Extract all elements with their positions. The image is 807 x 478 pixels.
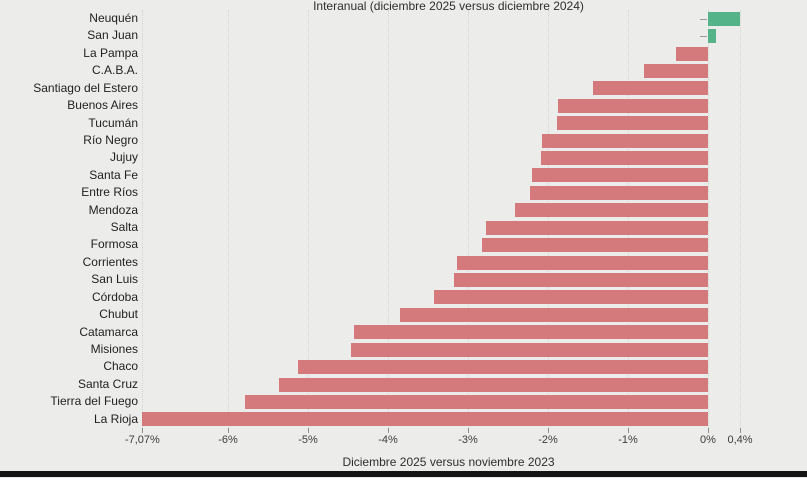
category-label: Río Negro xyxy=(83,132,138,147)
gridline xyxy=(548,10,549,428)
category-label: Santiago del Estero xyxy=(33,80,138,95)
bottom-border-strip xyxy=(0,471,807,477)
category-label: Formosa xyxy=(90,237,138,252)
bar xyxy=(400,307,708,322)
chart-title: Interanual (diciembre 2025 versus diciem… xyxy=(313,0,584,13)
x-tick-label: 0% xyxy=(700,434,716,446)
bar xyxy=(351,342,708,357)
x-tick-mark xyxy=(708,428,709,433)
category-label: Catamarca xyxy=(79,324,138,339)
bar xyxy=(558,98,708,113)
x-axis-label: Diciembre 2025 versus noviembre 2023 xyxy=(342,455,555,469)
category-label: Misiones xyxy=(90,341,138,356)
x-tick-label: 0,4% xyxy=(727,434,753,446)
category-label: Córdoba xyxy=(91,289,138,304)
x-tick-label: -6% xyxy=(218,434,238,446)
bar xyxy=(453,273,708,287)
category-label: La Rioja xyxy=(93,411,138,426)
x-tick-mark xyxy=(548,428,549,433)
category-label: Santa Cruz xyxy=(77,376,138,391)
bar xyxy=(532,168,708,183)
x-tick-label: -7,07% xyxy=(124,434,160,446)
y-tick-mark xyxy=(700,36,707,37)
bar xyxy=(676,46,708,61)
x-tick-mark xyxy=(308,428,309,433)
bar xyxy=(556,116,708,131)
x-tick-label: -1% xyxy=(618,434,638,446)
x-tick-mark xyxy=(142,428,144,433)
bar xyxy=(456,255,708,270)
bar xyxy=(708,29,716,44)
category-label: San Juan xyxy=(87,28,138,43)
bar xyxy=(244,394,708,409)
category-label: San Luis xyxy=(91,272,138,287)
category-label: Chubut xyxy=(99,307,138,322)
x-tick-label: -3% xyxy=(458,434,478,446)
category-label: Mendoza xyxy=(88,202,138,217)
category-label: Entre Ríos xyxy=(81,185,138,200)
bar xyxy=(279,377,708,392)
bar xyxy=(541,133,708,148)
bar xyxy=(515,203,708,218)
x-tick-mark xyxy=(388,428,389,433)
gridline xyxy=(468,10,469,428)
bar xyxy=(592,81,708,96)
y-tick-mark xyxy=(700,19,707,20)
category-label: Salta xyxy=(110,220,138,235)
bar xyxy=(529,185,708,200)
bar xyxy=(540,151,708,166)
x-tick-label: -2% xyxy=(538,434,558,446)
bar xyxy=(434,290,708,305)
gridline xyxy=(142,10,144,428)
x-tick-label: -4% xyxy=(378,434,398,446)
gridline xyxy=(628,10,629,428)
category-label: Buenos Aires xyxy=(67,98,138,113)
category-label: La Pampa xyxy=(83,45,138,60)
category-label: Tierra del Fuego xyxy=(50,394,138,409)
x-tick-mark xyxy=(228,428,229,433)
gridline xyxy=(708,10,709,428)
category-label: Tucumán xyxy=(88,115,138,130)
bar xyxy=(644,63,708,78)
gridline xyxy=(740,10,741,428)
gridline xyxy=(388,10,389,428)
x-tick-mark xyxy=(628,428,629,433)
bar xyxy=(486,220,708,235)
category-label: Corrientes xyxy=(82,254,138,269)
category-label: C.A.B.A. xyxy=(91,63,138,78)
category-label: Neuquén xyxy=(89,11,138,25)
bar xyxy=(481,238,708,253)
gridline xyxy=(228,10,229,428)
bar xyxy=(298,360,708,375)
x-tick-mark xyxy=(740,428,741,433)
bar xyxy=(142,412,708,427)
x-tick-mark xyxy=(468,428,469,433)
bar xyxy=(354,325,708,340)
category-label: Jujuy xyxy=(109,150,138,165)
gridline xyxy=(308,10,309,428)
bar xyxy=(708,11,740,26)
category-label: Santa Fe xyxy=(89,167,138,182)
x-tick-label: -5% xyxy=(298,434,318,446)
category-label: Chaco xyxy=(103,359,138,374)
